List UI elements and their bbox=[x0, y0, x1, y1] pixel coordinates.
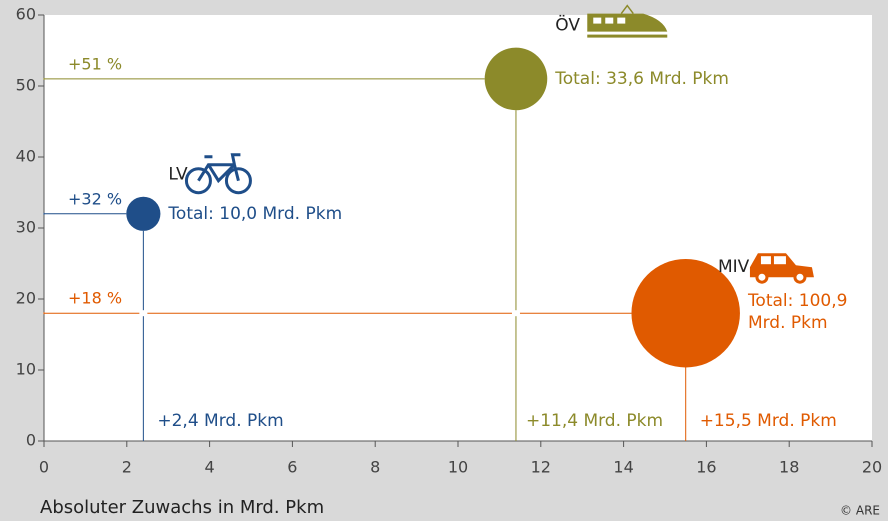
x-tick-label: 4 bbox=[205, 458, 215, 477]
icon-part bbox=[184, 167, 212, 195]
icon-part bbox=[760, 256, 771, 265]
x-tick-label: 12 bbox=[531, 458, 551, 477]
x-tick-label: 2 bbox=[122, 458, 132, 477]
x-tick-label: 14 bbox=[613, 458, 633, 477]
x-axis-label: Absoluter Zuwachs in Mrd. Pkm bbox=[40, 497, 324, 518]
icon bbox=[749, 253, 814, 284]
source: © ARE bbox=[840, 504, 880, 518]
y-tick-label: 10 bbox=[16, 360, 36, 379]
icon-part bbox=[620, 4, 634, 15]
size-label-line: Total: 100,9 bbox=[747, 291, 848, 311]
value-label: +18 % bbox=[68, 289, 122, 308]
name: LV bbox=[168, 165, 188, 185]
size-label-line: Mrd. Pkm bbox=[748, 313, 828, 333]
size-label: Total: 33,6 Mrd. Pkm bbox=[554, 69, 729, 89]
bubble bbox=[126, 196, 161, 231]
icon bbox=[184, 153, 252, 195]
x-value-label: +15,5 Mrd. Pkm bbox=[700, 411, 837, 431]
icon-part bbox=[593, 17, 602, 24]
value-label: +51 % bbox=[68, 54, 122, 73]
x-tick-label: 16 bbox=[696, 458, 716, 477]
crossing-gap bbox=[139, 310, 148, 317]
icon-part bbox=[793, 270, 807, 284]
icon-part bbox=[755, 270, 769, 284]
icon-part bbox=[617, 17, 626, 24]
size-label: Total: 100,9 Mrd. Pkm bbox=[747, 291, 848, 333]
bubble bbox=[484, 47, 548, 111]
value-label: +32 % bbox=[68, 189, 122, 208]
name: ÖV bbox=[555, 14, 580, 36]
x-tick-label: 18 bbox=[779, 458, 799, 477]
x-tick-label: 10 bbox=[448, 458, 468, 477]
crossing-gap bbox=[511, 310, 520, 317]
size-label: Total: 10,0 Mrd. Pkm bbox=[167, 204, 342, 224]
x-tick-label: 6 bbox=[287, 458, 297, 477]
x-value-label: +11,4 Mrd. Pkm bbox=[526, 411, 663, 431]
y-tick-label: 60 bbox=[16, 5, 36, 24]
icon-part bbox=[587, 34, 668, 38]
icon-part bbox=[197, 153, 241, 184]
icon-part bbox=[605, 17, 614, 24]
x-tick-label: 8 bbox=[370, 458, 380, 477]
icon-part bbox=[224, 167, 252, 195]
icon bbox=[587, 4, 668, 38]
y-tick-label: 30 bbox=[16, 218, 36, 237]
y-tick-label: 20 bbox=[16, 289, 36, 308]
name: MIV bbox=[718, 257, 750, 277]
x-tick-label: 20 bbox=[862, 458, 882, 477]
x-value-label: +2,4 Mrd. Pkm bbox=[157, 411, 283, 431]
bubble bbox=[631, 258, 740, 368]
y-tick-label: 0 bbox=[26, 431, 36, 450]
plot-area bbox=[44, 15, 872, 441]
y-tick-label: 40 bbox=[16, 147, 36, 166]
y-tick-label: 50 bbox=[16, 76, 36, 95]
icon-part bbox=[773, 256, 786, 265]
x-tick-label: 0 bbox=[39, 458, 49, 477]
